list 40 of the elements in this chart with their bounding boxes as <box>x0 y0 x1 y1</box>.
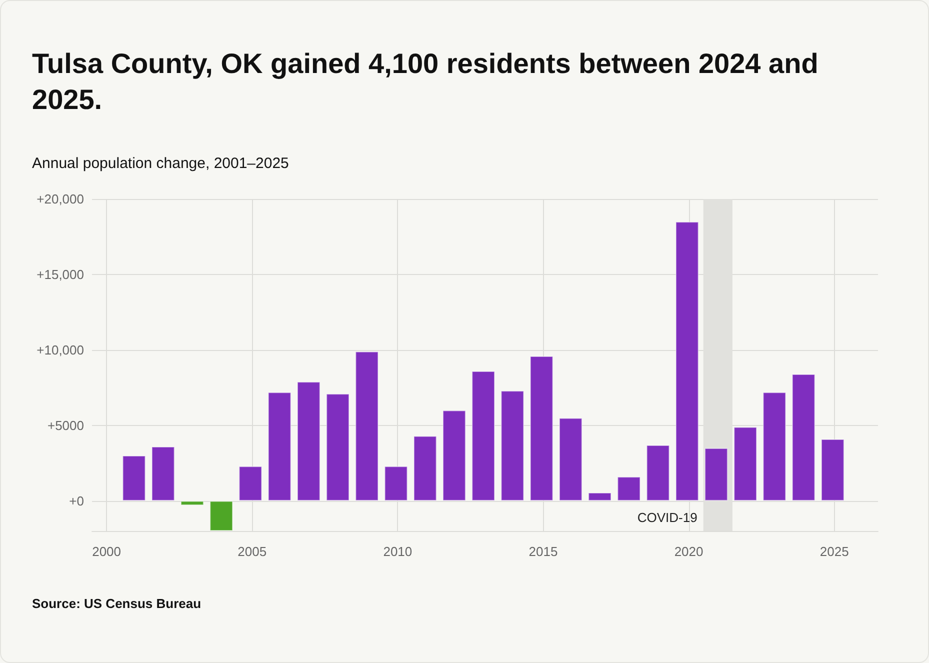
bar <box>210 500 233 531</box>
bar <box>472 371 495 501</box>
x-tick-label: 2000 <box>92 544 122 559</box>
bar <box>792 374 816 501</box>
bar <box>734 426 757 501</box>
bar <box>297 382 320 501</box>
chart-subtitle: Annual population change, 2001–2025 <box>32 155 289 172</box>
y-tick-label: +5000 <box>47 418 84 433</box>
chart-title: Tulsa County, OK gained 4,100 residents between 2024 and 2025. <box>32 47 820 117</box>
bar <box>355 351 379 501</box>
bar <box>238 466 262 501</box>
y-tick-label: +15,000 <box>36 266 84 282</box>
y-tick-label: +10,000 <box>36 342 84 358</box>
bar <box>617 476 641 501</box>
x-tick-label: 2025 <box>820 544 849 559</box>
bar <box>384 466 408 501</box>
x-tick-label: 2020 <box>674 544 704 559</box>
x-tick-label: 2005 <box>238 544 267 559</box>
bar <box>704 448 728 501</box>
y-tick-label: +20,000 <box>36 192 84 206</box>
bar <box>122 456 146 501</box>
bar <box>588 492 612 501</box>
bar <box>500 390 524 501</box>
bar <box>180 500 204 506</box>
bar <box>530 356 554 501</box>
bar <box>821 438 844 501</box>
y-tick-label: +0 <box>69 493 84 508</box>
band-label: COVID-19 <box>637 510 698 526</box>
source-note: Source: US Census Bureau <box>32 596 202 611</box>
bar <box>559 418 582 501</box>
x-tick-label: 2010 <box>383 544 412 559</box>
bar <box>675 222 699 501</box>
bar <box>413 436 437 501</box>
bar <box>326 394 350 501</box>
bar <box>762 392 786 501</box>
bar <box>151 446 175 501</box>
bar <box>268 392 292 501</box>
bar <box>442 410 466 501</box>
bar <box>646 444 670 501</box>
x-tick-label: 2015 <box>528 544 558 559</box>
